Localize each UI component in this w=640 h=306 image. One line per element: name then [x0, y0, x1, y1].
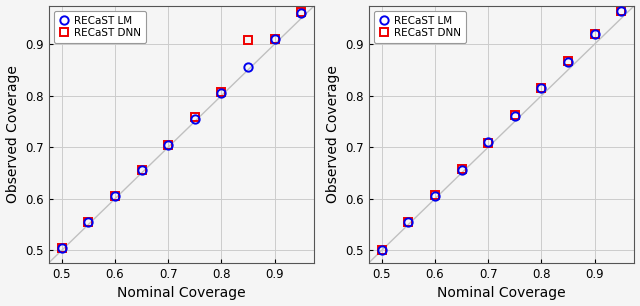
Legend: RECaST LM, RECaST DNN: RECaST LM, RECaST DNN [374, 11, 466, 43]
RECaST LM [484, 140, 492, 144]
RECaST DNN [271, 37, 278, 41]
RECaST LM [191, 117, 198, 121]
RECaST LM [138, 169, 145, 172]
RECaST DNN [618, 9, 625, 13]
RECaST LM [218, 91, 225, 95]
Y-axis label: Observed Coverage: Observed Coverage [326, 65, 340, 203]
RECaST DNN [458, 167, 465, 171]
RECaST LM [591, 32, 598, 36]
RECaST LM [58, 246, 66, 249]
Line: RECaST LM: RECaST LM [378, 6, 625, 254]
RECaST LM [244, 65, 252, 69]
RECaST LM [458, 169, 465, 172]
RECaST DNN [84, 220, 92, 224]
RECaST DNN [298, 10, 305, 14]
RECaST DNN [378, 248, 386, 252]
Line: RECaST LM: RECaST LM [58, 9, 305, 252]
RECaST LM [404, 220, 412, 224]
RECaST DNN [191, 115, 198, 119]
Line: RECaST DNN: RECaST DNN [378, 6, 625, 254]
RECaST DNN [564, 59, 572, 62]
RECaST LM [431, 194, 439, 198]
RECaST DNN [484, 141, 492, 145]
RECaST DNN [538, 86, 545, 90]
RECaST LM [164, 143, 172, 147]
RECaST DNN [218, 90, 225, 93]
RECaST LM [564, 60, 572, 64]
RECaST LM [538, 86, 545, 90]
RECaST DNN [58, 246, 66, 249]
Y-axis label: Observed Coverage: Observed Coverage [6, 65, 20, 203]
RECaST LM [618, 9, 625, 13]
RECaST LM [111, 194, 119, 198]
X-axis label: Nominal Coverage: Nominal Coverage [117, 286, 246, 300]
RECaST DNN [111, 194, 119, 198]
RECaST DNN [244, 38, 252, 42]
RECaST DNN [511, 114, 518, 117]
RECaST DNN [591, 32, 598, 36]
Line: RECaST DNN: RECaST DNN [58, 8, 305, 252]
X-axis label: Nominal Coverage: Nominal Coverage [437, 286, 566, 300]
RECaST DNN [164, 143, 172, 147]
RECaST LM [511, 114, 518, 118]
RECaST DNN [431, 193, 439, 196]
RECaST LM [378, 248, 386, 252]
RECaST LM [84, 220, 92, 224]
RECaST DNN [404, 220, 412, 224]
RECaST LM [298, 11, 305, 15]
Legend: RECaST LM, RECaST DNN: RECaST LM, RECaST DNN [54, 11, 146, 43]
RECaST DNN [138, 169, 145, 172]
RECaST LM [271, 37, 278, 41]
